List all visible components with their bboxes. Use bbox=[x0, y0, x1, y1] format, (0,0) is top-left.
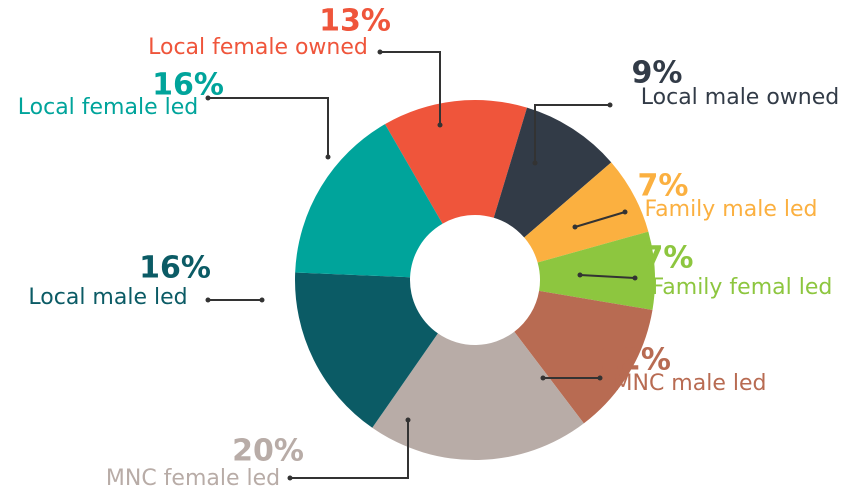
donut-segment bbox=[372, 331, 584, 460]
percent-label: 16% bbox=[152, 68, 224, 103]
leader-line bbox=[574, 211, 626, 228]
leader-line bbox=[380, 51, 441, 125]
leader-dot bbox=[597, 375, 603, 381]
percent-label: 7% bbox=[643, 241, 694, 276]
leader-line bbox=[534, 104, 610, 163]
percent-label: 20% bbox=[232, 434, 304, 469]
donut-segment bbox=[524, 162, 649, 263]
leader-dot bbox=[607, 102, 613, 108]
category-label: Family male led bbox=[645, 197, 818, 222]
category-label: Local male led bbox=[28, 285, 187, 310]
leader-line bbox=[290, 420, 409, 479]
leader-dot bbox=[540, 375, 546, 381]
leader-dot bbox=[287, 475, 293, 481]
category-label: MNC female led bbox=[106, 466, 280, 491]
donut-segment bbox=[385, 100, 528, 224]
donut-segment bbox=[537, 231, 655, 311]
leader-line bbox=[208, 97, 329, 157]
leader-dot bbox=[259, 297, 265, 303]
category-label: Local female led bbox=[18, 95, 198, 120]
percent-label: 16% bbox=[139, 251, 211, 286]
donut-segment bbox=[295, 124, 443, 278]
percent-label: 13% bbox=[319, 4, 391, 39]
donut-segment bbox=[514, 290, 653, 424]
percent-label: 12% bbox=[599, 343, 671, 378]
donut-segment bbox=[493, 107, 612, 238]
category-label: MNC male led bbox=[614, 371, 767, 396]
category-label: Family femal led bbox=[652, 275, 833, 300]
leader-dot bbox=[532, 160, 538, 166]
leader-dot bbox=[205, 95, 211, 101]
leader-dot bbox=[622, 209, 628, 215]
percent-label: 9% bbox=[632, 56, 683, 91]
leader-line bbox=[579, 274, 636, 279]
leader-dot bbox=[205, 297, 211, 303]
leader-dot bbox=[325, 154, 331, 160]
leader-dot bbox=[632, 275, 638, 281]
leader-dot bbox=[405, 417, 411, 423]
leader-dot bbox=[437, 122, 443, 128]
leader-dot bbox=[577, 272, 583, 278]
category-label: Local female owned bbox=[148, 35, 368, 60]
category-label: Local male owned bbox=[641, 85, 839, 110]
leader-dot bbox=[377, 49, 383, 55]
donut-segment bbox=[295, 272, 438, 428]
leader-dot bbox=[572, 224, 578, 230]
percent-label: 7% bbox=[638, 169, 689, 204]
